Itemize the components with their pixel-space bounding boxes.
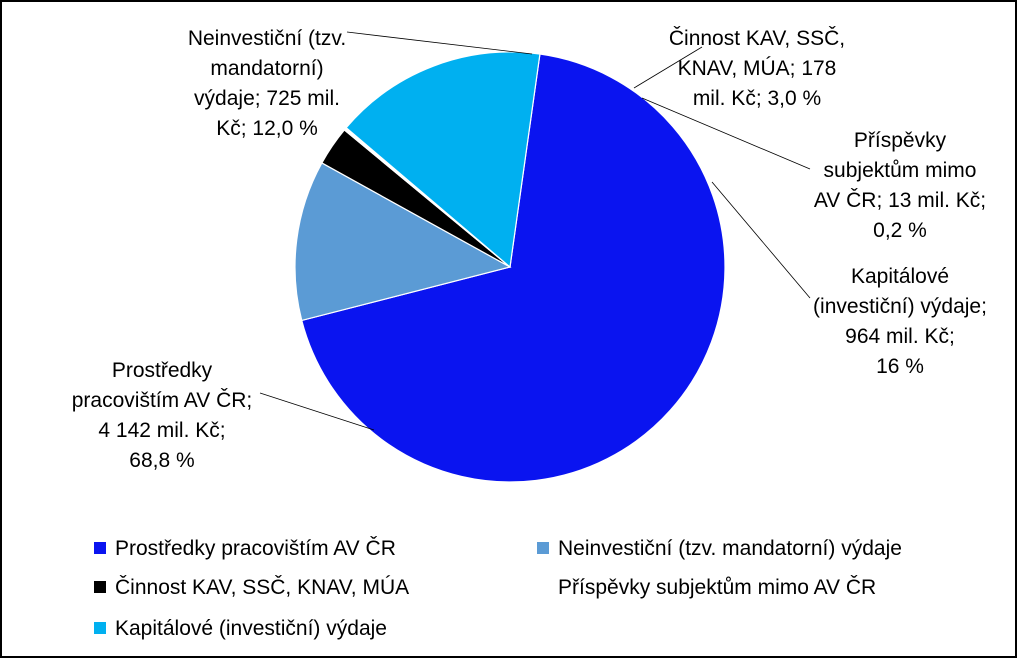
data-label-kapitalove-investicni-vydaje: Kapitálové (investiční) výdaje; 964 mil. K… — [813, 265, 987, 378]
legend-label: Neinvestiční (tzv. mandatorní) výdaje — [558, 537, 902, 560]
pie-slice-prostredky-pracovistim-av-cr — [301, 53, 726, 483]
data-label-line: AV ČR; 13 mil. Kč; — [814, 189, 986, 212]
legend-item-kapitalove-investicni-vydaje: Kapitálové (investiční) výdaje — [94, 617, 387, 640]
data-labels: Prostředky pracovištím AV ČR; 4 142 mil. K… — [72, 27, 987, 472]
legend-item-neinvesticni-tzv-mandatorni-vydaje: Neinvestiční (tzv. mandatorní) výdaje — [537, 537, 902, 560]
data-label-line: Kapitálové — [851, 265, 949, 288]
data-label-prostredky-pracovistim-av-cr: Prostředky pracovištím AV ČR; 4 142 mil. K… — [72, 359, 253, 472]
legend-swatch — [94, 581, 106, 593]
legend-swatch — [94, 542, 106, 554]
data-label-prispevky-subjektum-mimo-av-cr: Příspěvky subjektům mimo AV ČR; 13 mil. Kč… — [814, 129, 986, 242]
legend-label: Kapitálové (investiční) výdaje — [115, 617, 387, 640]
legend-item-cinnost-kav-ssc-knav-mua: Činnost KAV, SSČ, KNAV, MÚA — [94, 576, 409, 599]
data-label-line: 68,8 % — [129, 449, 194, 472]
data-label-line: 0,2 % — [873, 219, 927, 242]
pie-slice-neinvesticni-tzv-mandatorni-vydaje — [294, 162, 512, 322]
data-label-line: 16 % — [876, 355, 924, 378]
legend-label: Příspěvky subjektům mimo AV ČR — [558, 576, 876, 599]
data-label-line: mil. Kč; 3,0 % — [693, 87, 821, 110]
data-label-line: Kč; 12,0 % — [216, 117, 318, 140]
leader-line-cinnost-kav-ssc-knav-mua — [633, 46, 703, 89]
data-label-line: Příspěvky — [854, 129, 947, 152]
data-label-line: Neinvestiční (tzv. — [188, 27, 346, 50]
leader-lines — [259, 31, 811, 431]
legend-item-prostredky-pracovistim-av-cr: Prostředky pracovištím AV ČR — [94, 537, 396, 560]
data-label-line: (investiční) výdaje; — [813, 295, 987, 318]
pie-slices — [294, 51, 726, 483]
data-label-line: pracovištím AV ČR; — [72, 389, 253, 412]
data-label-line: Činnost KAV, SSČ, — [669, 27, 845, 50]
data-label-line: výdaje; 725 mil. — [194, 87, 340, 110]
leader-line-neinvesticni-tzv-mandatorni-vydaje — [346, 31, 533, 55]
leader-line-prispevky-subjektum-mimo-av-cr — [641, 97, 811, 170]
data-label-line: Prostředky — [112, 359, 213, 382]
data-label-cinnost-kav-ssc-knav-mua: Činnost KAV, SSČ, KNAV, MÚA; 178 mil. Kč; … — [669, 27, 845, 110]
leader-line-kapitalove-investicni-vydaje — [711, 181, 811, 299]
legend-label: Prostředky pracovištím AV ČR — [115, 537, 396, 560]
data-label-neinvesticni-tzv-mandatorni-vydaje: Neinvestiční (tzv. mandatorní) výdaje; 725… — [188, 27, 346, 140]
data-label-line: mandatorní) — [210, 57, 323, 80]
data-label-line: 4 142 mil. Kč; — [98, 419, 225, 442]
data-label-line: subjektům mimo — [824, 159, 977, 182]
legend-item-prispevky-subjektum-mimo-av-cr: Příspěvky subjektům mimo AV ČR — [537, 576, 876, 599]
leader-line-prostredky-pracovistim-av-cr — [259, 392, 375, 431]
data-label-line: 964 mil. Kč; — [845, 325, 955, 348]
legend: Prostředky pracovištím AV ČR Neinvestiční… — [94, 537, 902, 640]
data-label-line: KNAV, MÚA; 178 — [678, 57, 837, 80]
legend-swatch — [94, 622, 106, 634]
legend-swatch — [537, 581, 549, 593]
legend-label: Činnost KAV, SSČ, KNAV, MÚA — [115, 576, 409, 599]
legend-swatch — [537, 542, 549, 554]
